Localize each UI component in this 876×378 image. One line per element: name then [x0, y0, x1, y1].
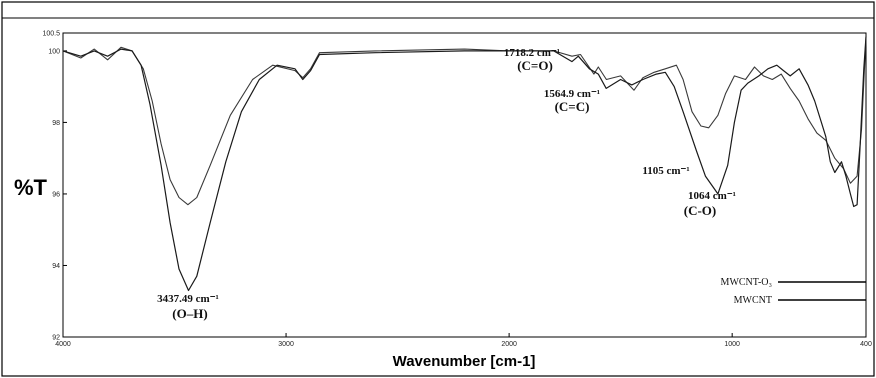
- plot-frame: [62, 32, 867, 338]
- x-tick-label: 1000: [724, 341, 740, 348]
- x-axis-title: Wavenumber [cm-1]: [393, 353, 536, 370]
- y-tick-label: 94: [52, 263, 60, 270]
- y-tick-label: 100.5: [42, 31, 60, 38]
- legend-entry-label: MWCNT: [734, 295, 772, 306]
- x-tick-label: 400: [860, 341, 872, 348]
- peak-group-label: (O–H): [172, 306, 207, 321]
- peak-label: 1718.2 cm⁻¹: [504, 47, 560, 59]
- peak-label: 1564.9 cm⁻¹: [544, 88, 600, 100]
- peak-label: 3437.49 cm⁻¹: [157, 293, 219, 305]
- series-line-2: [62, 36, 867, 292]
- peak-group-label: (C=O): [517, 58, 553, 73]
- peak-label: 1105 cm⁻¹: [642, 165, 689, 177]
- y-tick-label: 98: [52, 120, 60, 127]
- y-tick-label: 96: [52, 191, 60, 198]
- peak-group-label: (C-O): [684, 203, 717, 218]
- x-tick-label: 3000: [278, 341, 294, 348]
- x-tick-label: 4000: [55, 341, 71, 348]
- y-tick-label: 100: [48, 48, 60, 55]
- legend-entry-label: MWCNT-O₃: [721, 277, 772, 288]
- plot-area: 4000 3000 2000 1000 400 100.5 100 98 96 94 92 3437.…: [42, 31, 871, 349]
- y-axis-title: %T: [14, 175, 48, 200]
- peak-label: 1064 cm⁻¹: [688, 190, 736, 202]
- y-tick-label: 92: [52, 335, 60, 342]
- series-line-1: [62, 36, 867, 206]
- x-tick-label: 2000: [501, 341, 517, 348]
- peak-group-label: (C=C): [555, 99, 590, 114]
